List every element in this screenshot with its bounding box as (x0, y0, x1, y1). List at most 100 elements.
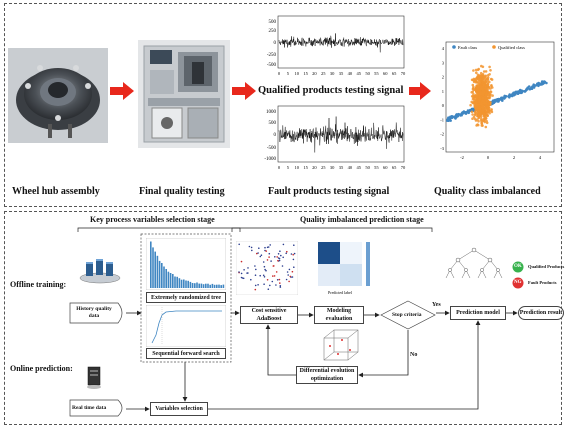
modeling-evaluation-box: Modeling evaluation (314, 306, 364, 324)
cost-sample-point (240, 272, 243, 275)
scatter-point-qualified (488, 80, 491, 84)
scatter-point-fault (458, 113, 462, 116)
cost-sample-point (293, 252, 296, 255)
ert-bar (207, 283, 209, 288)
ert-bar (209, 284, 211, 288)
signal-x-tick: 50 (365, 165, 370, 170)
realtime-data-shape (69, 399, 123, 417)
scatter-y-tick: 2 (442, 75, 444, 80)
scatter-point-qualified (490, 84, 493, 87)
cost-sample-point (257, 284, 259, 286)
scatter-y-tick: -1 (440, 117, 444, 122)
signal-x-tick: 45 (356, 71, 361, 76)
ng-badge-text: NG (514, 280, 522, 285)
scatter-point-qualified (472, 87, 475, 90)
cost-sample-point (270, 260, 272, 262)
cost-sample-point (255, 268, 257, 271)
scatter-point-qualified (479, 75, 482, 78)
history-data-label: History quality data (76, 306, 112, 319)
scatter-point-fault (446, 119, 449, 122)
cost-sample-point (250, 246, 253, 249)
ok-badge-text: OK (514, 264, 522, 269)
cost-sample-point (292, 258, 295, 261)
ert-bar (194, 283, 196, 288)
ert-bar (176, 276, 178, 288)
online-label: Online prediction: (10, 364, 73, 373)
scatter-point-qualified (481, 100, 484, 103)
scatter-point-qualified (479, 82, 482, 85)
cost-sample-point (238, 243, 240, 246)
cost-sample-point (263, 276, 266, 278)
imbalanced-caption: Quality class imbalanced (434, 186, 541, 197)
cost-sample-point (279, 286, 282, 288)
cost-sample-point (269, 244, 271, 246)
scatter-point-qualified (481, 79, 484, 82)
prediction-result-box: Prediction result (518, 306, 564, 320)
ert-bar (220, 285, 222, 288)
signal-x-tick: 10 (294, 71, 299, 76)
cost-sample-point (254, 265, 256, 267)
scatter-point-qualified (480, 124, 484, 127)
cost-sample-point (260, 254, 263, 256)
scatter-x-ticks: -2 0 2 4 (460, 155, 542, 160)
scatter-point-qualified (485, 121, 489, 125)
cost-sample-point (292, 253, 294, 256)
scatter-point-qualified (488, 96, 491, 100)
scatter-point-qualified (473, 117, 477, 121)
scatter-point-fault (532, 83, 535, 86)
confusion-axis-label: Predicted label (328, 290, 353, 295)
ert-box: Extremely randomized tree (146, 292, 226, 303)
imbalanced-scatter-plot: 4 3 2 1 0 -1 -2 -3 -2 0 2 4 Fault class Qualified … (440, 41, 555, 160)
ert-bar (189, 281, 192, 288)
cost-sample-point (290, 253, 293, 255)
cost-sample-point (262, 274, 265, 277)
signal-x-tick: 65 (392, 71, 397, 76)
offline-label: Offline training: (10, 280, 67, 289)
history-data-shape (69, 302, 123, 324)
scatter-point-qualified (471, 83, 475, 87)
scatter-point-fault (467, 109, 471, 113)
scatter-point-qualified (480, 87, 483, 91)
cost-sample-point (264, 268, 266, 271)
scatter-point-qualified (489, 90, 492, 93)
cost-sample-point (288, 268, 291, 271)
cost-sample-point (278, 278, 281, 281)
cost-sample-point (254, 284, 257, 287)
ert-bar (156, 255, 159, 288)
cost-sample-point (281, 265, 284, 267)
cost-sample-point (258, 247, 260, 249)
signal-x-tick: 0 (278, 165, 281, 170)
cost-sample-point (264, 246, 266, 249)
cost-sample-point (256, 252, 258, 255)
database-icon (79, 259, 121, 284)
wheel-hub-photo (8, 48, 108, 143)
flow-arrow-icon (409, 82, 431, 100)
scatter-point-fault (537, 84, 540, 88)
qualified-products-label: Qualified Products (528, 264, 565, 269)
signal-x-tick: 50 (365, 71, 370, 76)
flow-arrow-icon (232, 82, 256, 100)
top-panel (4, 3, 562, 207)
cost-sample-point (268, 256, 270, 258)
cost-sample-point (266, 279, 269, 281)
scatter-point-qualified (481, 96, 485, 100)
scatter-point-qualified (469, 103, 472, 107)
scatter-point-qualified (472, 69, 475, 72)
scatter-point-qualified (479, 91, 482, 94)
final-caption: Final quality testing (139, 186, 225, 197)
scatter-y-tick: 4 (442, 46, 445, 51)
cost-sample-point (291, 276, 294, 278)
scatter-point-qualified (474, 99, 478, 102)
sfs-curve-chart (146, 305, 226, 347)
signal-x-tick: 45 (356, 165, 361, 170)
scatter-point-qualified (475, 95, 478, 99)
scatter-point-qualified (477, 120, 480, 123)
signal-x-tick: 30 (330, 71, 335, 76)
testing-machine-photo (138, 40, 230, 148)
scatter-point-qualified (487, 94, 490, 98)
cost-sample-point (277, 253, 280, 255)
cost-sample-point (263, 265, 266, 268)
ert-bar (172, 274, 174, 288)
cost-sample-point (286, 250, 288, 253)
